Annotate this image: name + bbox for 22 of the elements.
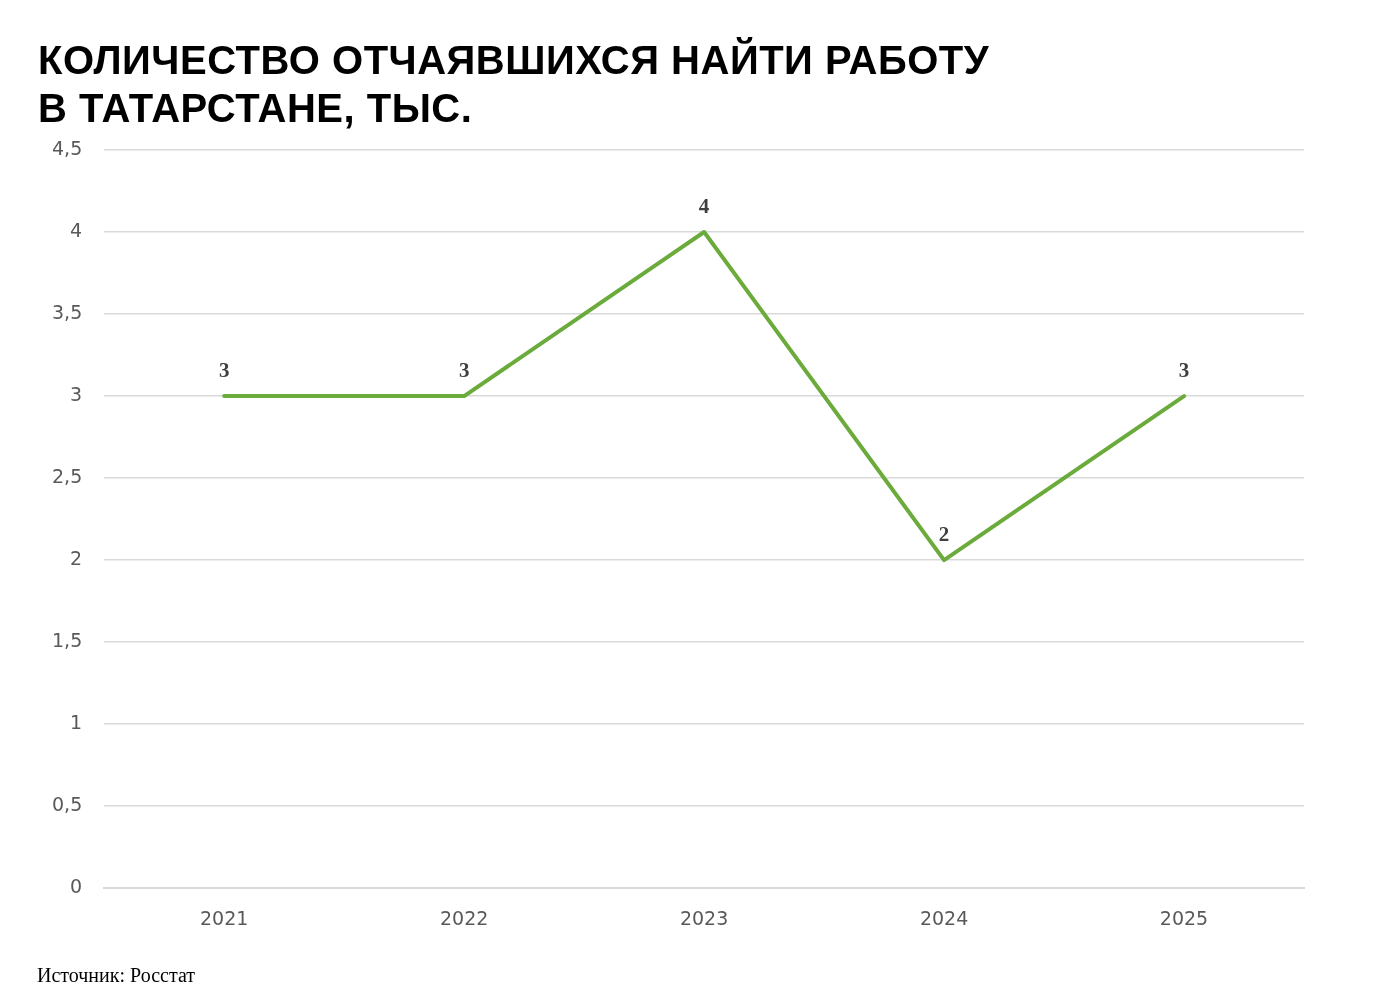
x-tick-label: 2024 <box>919 906 969 929</box>
y-tick-label: 3 <box>70 383 83 405</box>
y-tick-label: 0 <box>70 875 83 898</box>
y-tick-label: 0,5 <box>52 793 83 816</box>
y-tick-label: 3,5 <box>52 300 83 323</box>
data-label: 4 <box>698 193 710 218</box>
y-tick-label: 4 <box>70 218 83 241</box>
y-tick-label: 1 <box>70 711 83 734</box>
x-tick-label: 2021 <box>200 906 249 929</box>
text: Источник: Росстат <box>37 964 195 987</box>
y-tick-label: 2,5 <box>52 465 83 488</box>
y-tick-label: 4,5 <box>52 136 83 159</box>
data-label: 3 <box>458 357 470 382</box>
data-label: 3 <box>1178 357 1190 382</box>
data-label: 3 <box>218 357 230 382</box>
chart-title: КОЛИЧЕСТВО ОТЧАЯВШИХСЯ НАЙТИ РАБОТУ В ТАТАРСТАНЕ, ТЫС. <box>38 36 990 132</box>
y-tick-label: 2 <box>70 547 83 570</box>
y-tick-label: 1,5 <box>52 629 83 652</box>
x-tick-label: 2023 <box>679 906 729 929</box>
data-label: 2 <box>938 522 950 547</box>
x-tick-label: 2022 <box>439 906 489 929</box>
x-tick-label: 2025 <box>1159 906 1209 929</box>
